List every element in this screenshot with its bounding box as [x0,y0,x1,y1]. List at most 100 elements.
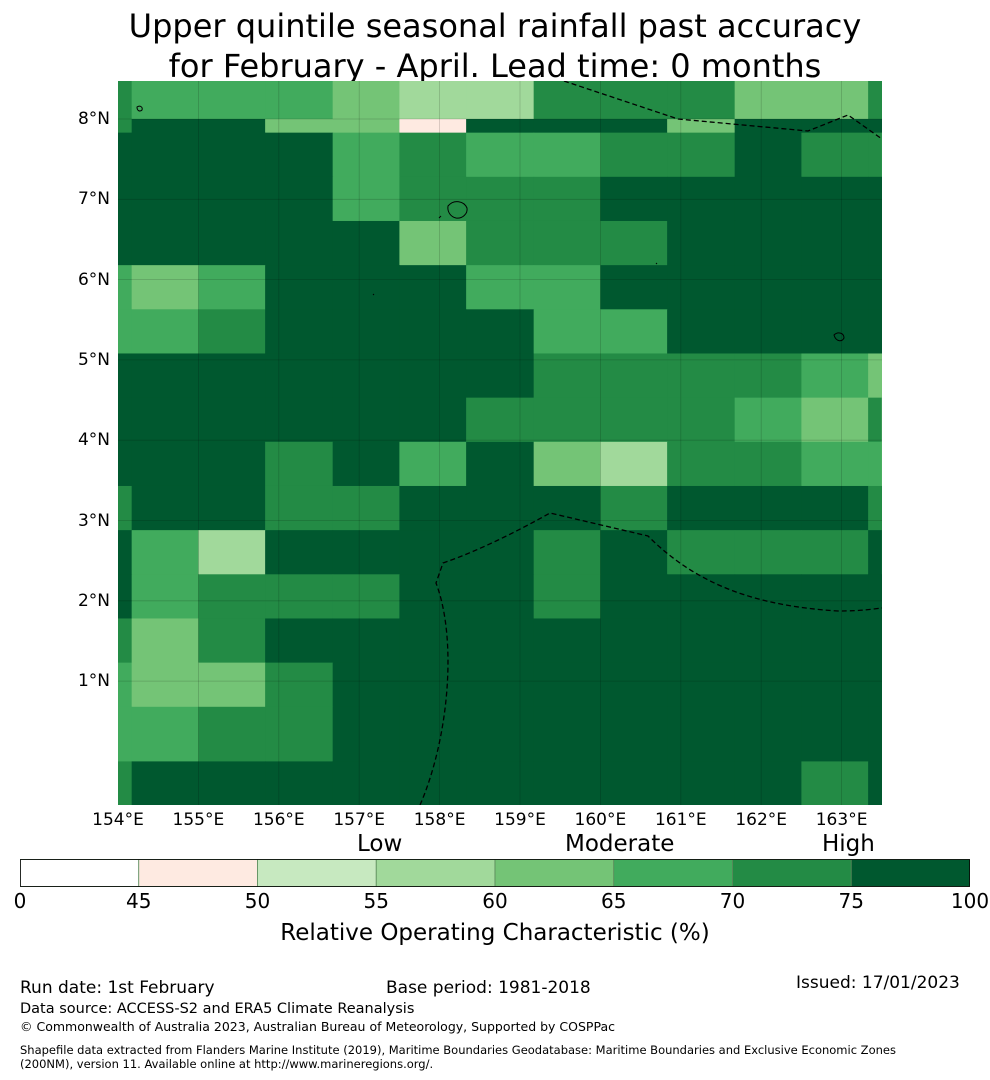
colorbar-level-high: High [822,831,875,857]
roc-cell [332,265,400,310]
roc-cell [118,530,133,575]
colorbar-tick: 50 [244,889,271,913]
roc-cell [600,761,668,805]
roc-cell [332,309,400,354]
longitude-label: 158°E [413,810,466,830]
island-kosrae [833,332,845,342]
roc-cell [466,530,535,575]
longitude-label: 159°E [494,810,546,830]
roc-cell [533,485,601,531]
roc-cell [466,309,535,354]
data-source: Data source: ACCESS-S2 and ERA5 Climate … [20,1001,415,1017]
roc-cell [466,220,535,266]
roc-cell [265,397,334,443]
issued-date: Issued: 17/01/2023 [796,973,960,993]
roc-cell [533,574,601,619]
colorbar-tick: 100 [950,889,990,913]
roc-cell [118,309,133,354]
roc-cell [801,309,869,354]
roc-cell [466,132,535,178]
roc-cell [600,530,668,575]
roc-cell [198,176,266,222]
roc-cell [734,265,802,310]
roc-cell [131,119,199,134]
roc-cell [801,220,869,266]
longitude-label: 157°E [333,810,386,830]
roc-cell [332,81,400,120]
roc-cell [118,132,133,178]
island-outlines [136,105,845,342]
roc-cell [131,397,199,443]
colorbar-title: Relative Operating Characteristic (%) [280,920,710,946]
roc-cell [667,441,736,487]
roc-cell [466,441,535,487]
roc-cell [801,761,869,805]
roc-cell [667,397,736,443]
latitude-label: 8°N [77,109,110,129]
roc-cell [600,662,668,708]
roc-cell [868,761,882,805]
longitude-label: 154°E [92,810,144,830]
roc-cell [399,176,467,222]
base-period: Base period: 1981-2018 [386,978,591,998]
roc-cell [399,265,467,310]
roc-cell [667,81,736,120]
roc-cell [801,485,869,531]
roc-cell [466,485,535,531]
roc-cell [868,530,882,575]
roc-cell [667,574,736,619]
roc-cell [332,530,400,575]
roc-cell [399,574,467,619]
roc-cell [399,132,467,178]
roc-cell [533,761,601,805]
roc-cell [801,265,869,310]
roc-cell [533,618,601,664]
roc-cell [265,706,334,762]
roc-cell [399,309,467,354]
roc-cell [118,485,133,531]
roc-cell [801,353,869,399]
roc-cell [265,662,334,708]
rainfall-accuracy-map [118,81,882,805]
roc-cell [265,265,334,310]
roc-cell [198,441,266,487]
roc-cell [332,574,400,619]
roc-cell [801,574,869,619]
longitude-label: 156°E [252,810,305,830]
roc-cell [118,265,133,310]
roc-cell [332,119,400,134]
run-date: Run date: 1st February [20,978,215,998]
roc-cell [332,662,400,708]
roc-cell [600,706,668,762]
roc-cell [131,81,199,120]
roc-cell [868,176,882,222]
roc-cell [131,132,199,178]
roc-cell [332,353,400,399]
roc-cell [265,132,334,178]
roc-cell [600,574,668,619]
roc-cell [399,761,467,805]
colorbar-level-moderate: Moderate [565,831,675,857]
roc-cell [600,132,668,178]
roc-cell [332,176,400,222]
colorbar-tick: 65 [601,889,627,913]
roc-cell [667,618,736,664]
roc-cell [734,176,802,222]
roc-cell [131,662,199,708]
copyright: © Commonwealth of Australia 2023, Austra… [20,1019,615,1034]
roc-cell [131,265,199,310]
roc-cell [265,309,334,354]
roc-cell [198,309,266,354]
roc-cell [131,176,199,222]
roc-cell [118,81,133,120]
colorbar-outline [20,859,970,887]
roc-cell [734,309,802,354]
longitude-label: 155°E [172,810,225,830]
map-canvas [118,81,882,805]
roc-cell [332,220,400,266]
roc-cell [131,706,199,762]
roc-cell [600,353,668,399]
colorbar [20,859,970,887]
roc-cell [734,574,802,619]
roc-cell [667,485,736,531]
